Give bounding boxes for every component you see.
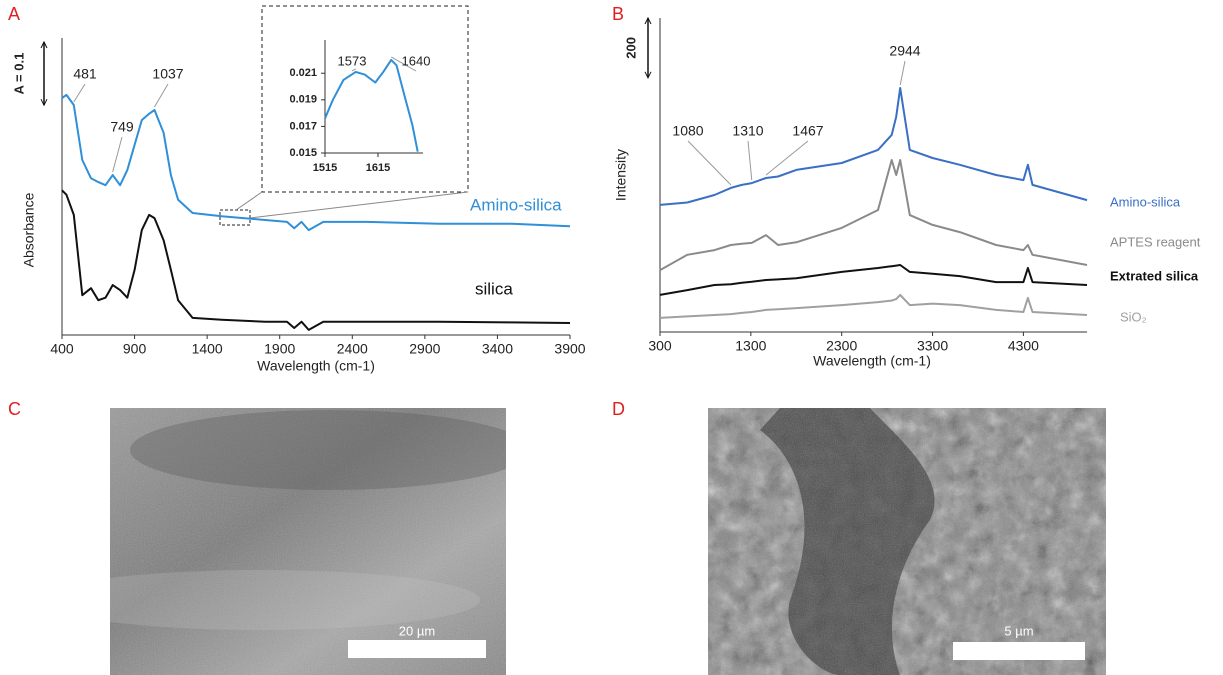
spectrum-line <box>660 160 1087 270</box>
scale-bar <box>953 642 1085 660</box>
x-tick-label: 900 <box>123 341 147 357</box>
figure: 20 µm 5 µm C D 400 900 1400 1900 2400 2900 340… <box>0 0 1223 675</box>
spectrum-line <box>660 295 1087 318</box>
x-tick-label: 1615 <box>366 162 390 174</box>
peak-label: 481 <box>73 66 97 82</box>
series-label: Extrated silica <box>1110 268 1199 283</box>
spectrum-line <box>660 88 1087 205</box>
leader-line <box>748 141 752 180</box>
x-tick-label: 2900 <box>409 341 440 357</box>
panel-label: C <box>8 399 21 419</box>
series-label: Amino-silica <box>470 195 562 214</box>
zoom-line <box>236 192 262 210</box>
leader-line <box>154 84 168 107</box>
y-axis-title: Absorbance <box>21 192 37 267</box>
spectrum-line <box>660 265 1087 295</box>
x-tick-label: 1900 <box>264 341 295 357</box>
sem-image-d <box>708 408 1106 675</box>
x-tick-label: 1400 <box>192 341 223 357</box>
x-tick-label: 3300 <box>917 338 948 354</box>
series-label: silica <box>475 279 513 298</box>
x-tick-label: 3900 <box>554 341 585 357</box>
y-tick-label: 0.021 <box>289 67 317 79</box>
peak-label: 1467 <box>792 123 823 139</box>
scale-bar-label: A = 0.1 <box>11 53 26 95</box>
zoom-line <box>250 192 468 218</box>
y-tick-label: 0.017 <box>289 120 317 132</box>
series-label: Amino-silica <box>1110 194 1181 209</box>
scale-bar-label: 5 µm <box>1004 623 1033 638</box>
peak-label: 1640 <box>402 53 431 68</box>
x-tick-label: 1515 <box>313 162 337 174</box>
scale-bar-label: 20 µm <box>399 623 435 638</box>
peak-label: 1080 <box>672 123 703 139</box>
leader-line <box>113 137 122 172</box>
scale-bar <box>348 640 486 658</box>
y-tick-label: 0.019 <box>289 94 317 106</box>
x-tick-label: 2400 <box>337 341 368 357</box>
series-label: SiO₂ <box>1120 309 1147 324</box>
peak-label: 749 <box>110 119 134 135</box>
series-label: APTES reagent <box>1110 234 1201 249</box>
sem-image-c <box>40 408 530 675</box>
panel-label: A <box>8 4 20 24</box>
y-tick-label: 0.015 <box>289 147 317 159</box>
peak-label: 1310 <box>732 123 763 139</box>
x-tick-label: 400 <box>50 341 74 357</box>
leader-line <box>900 61 905 85</box>
x-axis-title: Wavelength (cm-1) <box>257 358 375 374</box>
x-tick-label: 1300 <box>735 338 766 354</box>
x-axis-title: Wavelength (cm-1) <box>813 353 931 369</box>
peak-label: 1037 <box>152 66 183 82</box>
x-tick-label: 3400 <box>482 341 513 357</box>
leader-line <box>74 84 85 102</box>
panel-label: B <box>612 4 624 24</box>
x-tick-label: 4300 <box>1008 338 1039 354</box>
leader-line <box>688 141 731 185</box>
y-axis-title: Intensity <box>613 149 629 201</box>
scale-bar-label: 200 <box>623 37 638 59</box>
peak-label: 1573 <box>338 53 367 68</box>
panel-label: D <box>612 399 625 419</box>
peak-label: 2944 <box>889 43 920 59</box>
x-tick-label: 2300 <box>826 338 857 354</box>
x-tick-label: 300 <box>648 338 672 354</box>
